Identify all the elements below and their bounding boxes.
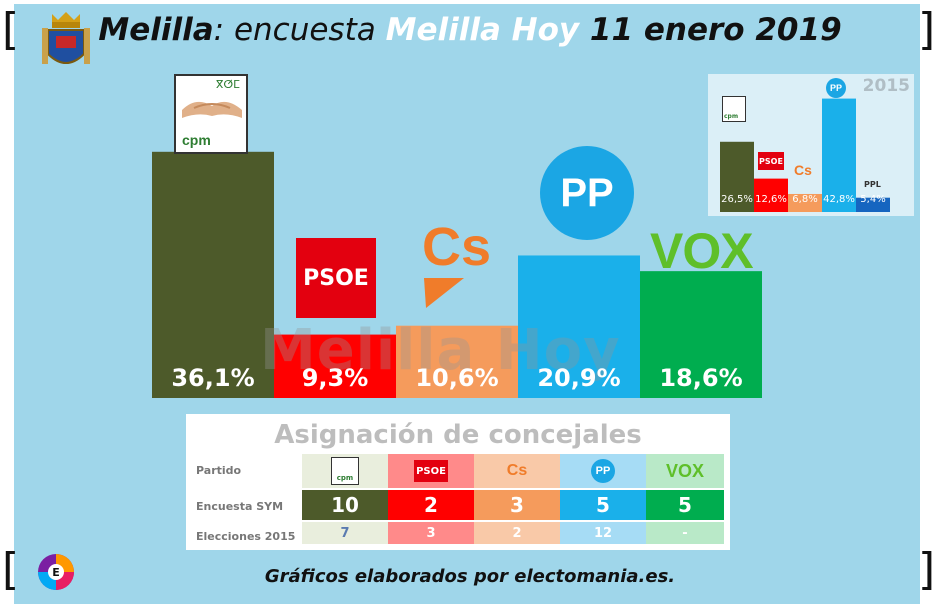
bar-value-vox: 18,6% xyxy=(659,364,743,392)
title-date: 11 enero 2019 xyxy=(579,12,842,48)
table-cell-cs-survey: 3 xyxy=(474,490,560,520)
inset-bar-value-ppl: 5,4% xyxy=(860,194,886,205)
inset-bar-pp xyxy=(822,98,856,212)
cs-arrow-icon xyxy=(424,278,464,308)
title-survey: : encuesta xyxy=(213,12,386,48)
table-vox-logo: VOX xyxy=(665,460,704,481)
bar-cpm xyxy=(152,151,274,398)
bar-cs xyxy=(396,325,518,398)
bar-pp xyxy=(518,255,640,398)
electomania-logo-letter: E xyxy=(52,566,60,579)
inset-ppl-label: PPL xyxy=(864,180,881,189)
title-newspaper: Melilla Hoy xyxy=(385,12,580,48)
handshake-icon xyxy=(182,101,242,118)
pp-logo: PP xyxy=(540,146,634,240)
footer-credit: Gráficos elaborados por electomania.es. xyxy=(264,566,676,587)
right-bottom-bracket: ] xyxy=(918,544,936,595)
inset-bar-psoe xyxy=(754,178,788,212)
table-header-vox: VOX xyxy=(646,454,724,488)
chart-title: Melilla: encuesta Melilla Hoy 11 enero 2… xyxy=(0,12,940,48)
seat-allocation-table: Asignación de concejales Partido Encuest… xyxy=(186,414,730,550)
vox-logo: VOX xyxy=(650,223,754,279)
inset-bar-value-cs: 6,8% xyxy=(792,194,818,205)
table-cell-pp-survey: 5 xyxy=(560,490,646,520)
cs-logo: Cs xyxy=(418,217,508,312)
inset-chart-2015: 2015 26,5% 12,6% 6,8% 42,8% 5,4% cpm PSOE Cs… xyxy=(708,74,914,216)
bar-value-cpm: 36,1% xyxy=(171,364,255,392)
inset-cs-logo: Cs xyxy=(794,162,812,178)
inset-bar-ppl xyxy=(856,197,890,212)
bar-vox xyxy=(640,271,762,398)
table-cell-psoe-2015: 3 xyxy=(388,522,474,544)
table-header-cpm: cpm xyxy=(302,454,388,488)
title-city: Melilla xyxy=(98,12,214,48)
table-cell-cs-2015: 2 xyxy=(474,522,560,544)
inset-bar-cs xyxy=(788,193,822,212)
table-header-pp: PP xyxy=(560,454,646,488)
bar-value-cs: 10,6% xyxy=(415,364,499,392)
table-cell-psoe-survey: 2 xyxy=(388,490,474,520)
inset-bar-value-cpm: 26,5% xyxy=(721,194,753,205)
left-bottom-bracket: [ xyxy=(2,544,20,595)
table-header-psoe: PSOE xyxy=(388,454,474,488)
watermark: Melilla Hoy xyxy=(260,318,621,383)
row-label-elecciones: Elecciones 2015 xyxy=(196,530,296,543)
cpm-logo-text: cpm xyxy=(182,132,211,148)
row-label-partido: Partido xyxy=(196,464,242,477)
inset-pp-logo: PP xyxy=(826,78,846,98)
right-top-bracket: ] xyxy=(918,4,936,55)
melilla-coat-of-arms-icon xyxy=(42,12,90,64)
bar-value-psoe: 9,3% xyxy=(301,364,369,392)
table-cell-cpm-survey: 10 xyxy=(302,490,388,520)
table-cell-vox-survey: 5 xyxy=(646,490,724,520)
table-pp-logo: PP xyxy=(591,459,615,483)
cs-logo-text: Cs xyxy=(422,217,492,277)
inset-bar-value-psoe: 12,6% xyxy=(755,194,787,205)
electomania-logo-icon: E xyxy=(38,554,74,590)
table-cell-vox-2015: - xyxy=(646,522,724,544)
table-cell-cpm-2015: 7 xyxy=(302,522,388,544)
table-cpm-logo: cpm xyxy=(331,457,359,485)
table-title: Asignación de concejales xyxy=(274,420,642,450)
bar-psoe xyxy=(274,334,396,398)
cpm-tifinagh-text: ⴳⵚⵎ xyxy=(215,78,240,91)
inset-bar-value-pp: 42,8% xyxy=(823,194,855,205)
table-cs-logo: Cs xyxy=(506,462,528,479)
inset-cpm-logo: cpm xyxy=(722,96,746,122)
table-psoe-logo: PSOE xyxy=(414,460,448,482)
psoe-logo: PSOE xyxy=(296,238,376,318)
row-label-encuesta: Encuesta SYM xyxy=(196,500,284,513)
left-top-bracket: [ xyxy=(2,4,20,55)
inset-bar-cpm xyxy=(720,141,754,212)
inset-bar-chart xyxy=(720,98,890,212)
table-cell-pp-2015: 12 xyxy=(560,522,646,544)
table-header-cs: Cs xyxy=(474,454,560,488)
bar-value-pp: 20,9% xyxy=(537,364,621,392)
inset-title: 2015 xyxy=(862,76,910,96)
inset-psoe-logo: PSOE xyxy=(758,152,784,170)
cpm-logo: ⴳⵚⵎ cpm xyxy=(174,74,248,154)
